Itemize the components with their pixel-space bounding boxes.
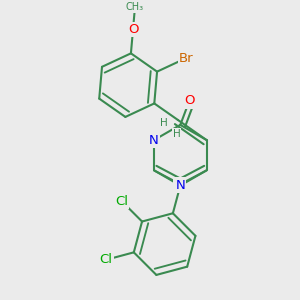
Text: H: H xyxy=(160,118,167,128)
Text: N: N xyxy=(176,179,185,192)
Text: N: N xyxy=(149,134,159,146)
Text: O: O xyxy=(128,23,138,36)
Text: Cl: Cl xyxy=(115,195,128,208)
Text: H: H xyxy=(172,129,180,139)
Text: O: O xyxy=(174,178,185,191)
Text: Cl: Cl xyxy=(100,253,112,266)
Text: CH₃: CH₃ xyxy=(126,2,144,12)
Text: Br: Br xyxy=(179,52,193,65)
Text: O: O xyxy=(184,94,194,107)
Text: S: S xyxy=(177,178,185,191)
